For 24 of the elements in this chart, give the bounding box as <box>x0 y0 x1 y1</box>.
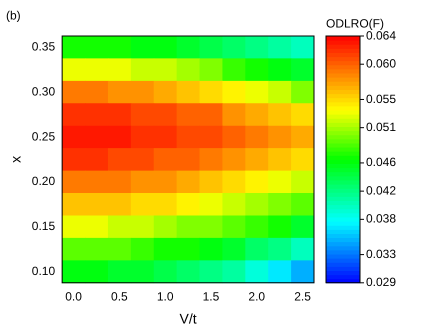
color-bar-label: 0.046 <box>366 155 396 170</box>
color-bar-label: 0.060 <box>366 56 396 71</box>
color-bar-label: 0.033 <box>366 246 396 261</box>
text: (b) <box>6 8 21 22</box>
color-bar-label: 0.038 <box>366 212 396 226</box>
x-tick-label: 0.5 <box>111 289 128 304</box>
y-tick-label: 0.15 <box>32 219 56 234</box>
x-tick-label: 1.5 <box>202 289 220 304</box>
color-bar-label: 0.042 <box>366 183 396 198</box>
x-tick-label: 2.0 <box>248 289 266 304</box>
color-bar-title: ODLRO(F) <box>326 16 384 30</box>
color-bar-label: 0.051 <box>366 120 396 134</box>
y-tick-label: 0.10 <box>32 264 56 278</box>
x-tick-label: 0.0 <box>65 289 82 304</box>
color-bar-label: 0.029 <box>366 275 396 290</box>
y-axis-title: x <box>7 156 24 163</box>
color-bar-label: 0.055 <box>366 92 396 106</box>
x-axis-title: V/t <box>180 310 197 326</box>
y-tick-label: 0.25 <box>32 129 56 144</box>
y-tick-label: 0.30 <box>32 84 56 98</box>
y-tick-label: 0.20 <box>32 174 56 188</box>
x-tick-label: 2.5 <box>294 289 312 304</box>
x-tick-label: 1.0 <box>156 289 174 304</box>
y-tick-label: 0.35 <box>32 40 56 54</box>
